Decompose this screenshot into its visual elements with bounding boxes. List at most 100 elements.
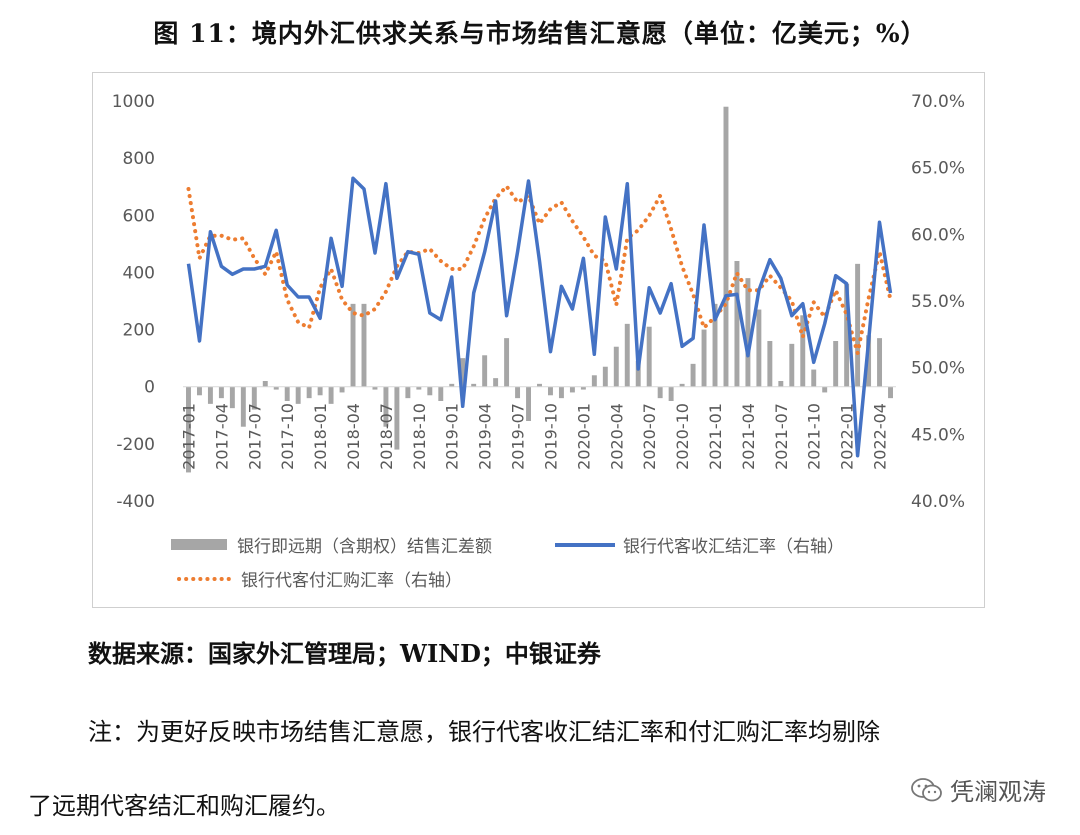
x-tick-label: 2018-04	[344, 403, 363, 470]
x-tick-label: 2021-07	[772, 403, 791, 470]
bar-2019-08	[526, 386, 531, 421]
bar-series	[186, 106, 893, 473]
bar-2019-05	[493, 378, 499, 387]
bar-2017-11	[295, 386, 301, 404]
legend-swatch-bar	[171, 539, 227, 550]
bar-2018-01	[317, 386, 323, 396]
x-tick-label: 2017-10	[278, 403, 297, 470]
bar-2017-04	[218, 386, 224, 399]
bar-2022-01	[844, 283, 850, 387]
left-tick-label: 200	[123, 321, 155, 341]
series-line-purchase-rate	[186, 183, 893, 354]
left-tick-label: -200	[116, 435, 155, 455]
x-tick-label: 2017-04	[212, 403, 231, 470]
bar-2019-07	[515, 386, 521, 399]
bar-2020-08	[657, 386, 663, 399]
right-axis: 40.0% 45.0% 50.0% 55.0% 60.0% 65.0% 70.0%	[911, 92, 965, 512]
bar-2019-04	[482, 355, 488, 387]
bar-2017-06	[240, 386, 246, 427]
note-line-2: 了远期代客结汇和购汇履约。	[28, 792, 340, 820]
bar-2021-11	[822, 386, 828, 393]
bar-2017-03	[207, 386, 213, 404]
x-tick-label: 2022-04	[871, 403, 890, 470]
right-tick-label: 60.0%	[911, 225, 965, 245]
bar-2017-09	[273, 386, 279, 390]
x-tick-label: 2020-10	[673, 403, 692, 470]
bar-2018-02	[328, 386, 334, 404]
left-tick-label: -400	[116, 492, 155, 512]
right-tick-label: 50.0%	[911, 359, 965, 379]
x-tick-label: 2022-01	[838, 403, 857, 470]
bar-2020-07	[646, 326, 652, 387]
legend-label-bar: 银行即远期（含期权）结售汇差额	[237, 537, 492, 557]
bar-2018-04	[350, 303, 356, 387]
bar-2018-03	[339, 386, 345, 393]
bar-2020-10	[679, 383, 685, 387]
x-tick-label: 2019-10	[541, 403, 560, 470]
bar-2022-02	[855, 263, 861, 387]
bar-2020-05	[624, 323, 630, 387]
chart-frame: -400 -200 0 200 400 600 800 1000 40.0% 45.0% 50.0…	[92, 72, 985, 608]
left-tick-label: 400	[123, 263, 155, 283]
bar-2022-05	[888, 386, 893, 399]
legend-label-dotted: 银行代客付汇购汇率（右轴）	[241, 571, 462, 591]
watermark-text: 凭澜观涛	[950, 778, 1046, 806]
bar-2018-11	[427, 386, 433, 396]
line-series	[186, 176, 893, 458]
bar-2020-12	[701, 329, 707, 387]
x-tick-label: 2018-07	[377, 403, 396, 470]
x-tick-label: 2019-01	[443, 403, 462, 470]
bar-2021-05	[756, 309, 762, 387]
bar-2017-01	[186, 386, 191, 473]
bar-2020-04	[613, 346, 619, 387]
left-tick-label: 600	[123, 206, 155, 226]
bar-2019-02	[460, 358, 466, 387]
bar-2021-06	[767, 341, 773, 387]
x-tick-label: 2020-07	[640, 403, 659, 470]
right-tick-label: 55.0%	[911, 292, 965, 312]
bar-2018-05	[361, 303, 367, 387]
bar-2019-01	[449, 383, 455, 387]
bar-2020-01	[580, 386, 586, 390]
bar-2018-10	[416, 386, 422, 390]
bar-2017-05	[229, 386, 235, 409]
bar-2018-07	[383, 386, 389, 427]
bar-2019-11	[558, 386, 564, 399]
bar-2021-04	[745, 278, 751, 387]
x-tick-label: 2020-01	[574, 403, 593, 470]
series-line-settlement-rate	[186, 176, 893, 458]
bar-2019-09	[537, 383, 542, 387]
bar-2019-12	[569, 386, 575, 393]
bar-2019-10	[548, 386, 553, 396]
chart-svg: -400 -200 0 200 400 600 800 1000 40.0% 45.0% 50.0…	[112, 92, 965, 591]
left-tick-label: 1000	[112, 92, 155, 112]
x-tick-label: 2018-10	[410, 403, 429, 470]
bar-2017-08	[262, 381, 268, 387]
bar-2020-11	[690, 363, 696, 387]
x-tick-label: 2020-04	[607, 403, 626, 470]
bar-2017-10	[284, 386, 290, 401]
bar-2022-04	[877, 338, 883, 387]
bar-2018-08	[394, 386, 400, 450]
bar-2019-03	[471, 383, 477, 387]
wechat-icon	[911, 777, 942, 801]
chart-title: 图 11：境内外汇供求关系与市场结售汇意愿（单位：亿美元；%）	[153, 19, 927, 48]
right-tick-label: 65.0%	[911, 159, 965, 179]
x-tick-label: 2018-01	[311, 403, 330, 470]
right-tick-label: 70.0%	[911, 92, 965, 112]
bar-2017-07	[251, 386, 257, 410]
x-tick-label: 2021-10	[805, 403, 824, 470]
bar-2020-02	[591, 375, 597, 387]
watermark: 凭澜观涛	[910, 772, 1046, 807]
bar-2017-12	[306, 386, 312, 399]
x-axis: 2017-01 2017-04 2017-07 2017-10 2018-01 2018-…	[179, 403, 889, 470]
legend-label-line: 银行代客收汇结汇率（右轴）	[623, 537, 844, 557]
left-tick-label: 800	[123, 149, 155, 169]
right-tick-label: 45.0%	[911, 425, 965, 445]
bar-2018-09	[405, 386, 411, 399]
bar-2021-12	[833, 341, 839, 387]
bar-2020-06	[635, 361, 641, 387]
x-tick-label: 2019-04	[476, 403, 495, 470]
bar-2020-03	[602, 366, 608, 387]
bar-2021-10	[811, 369, 817, 387]
